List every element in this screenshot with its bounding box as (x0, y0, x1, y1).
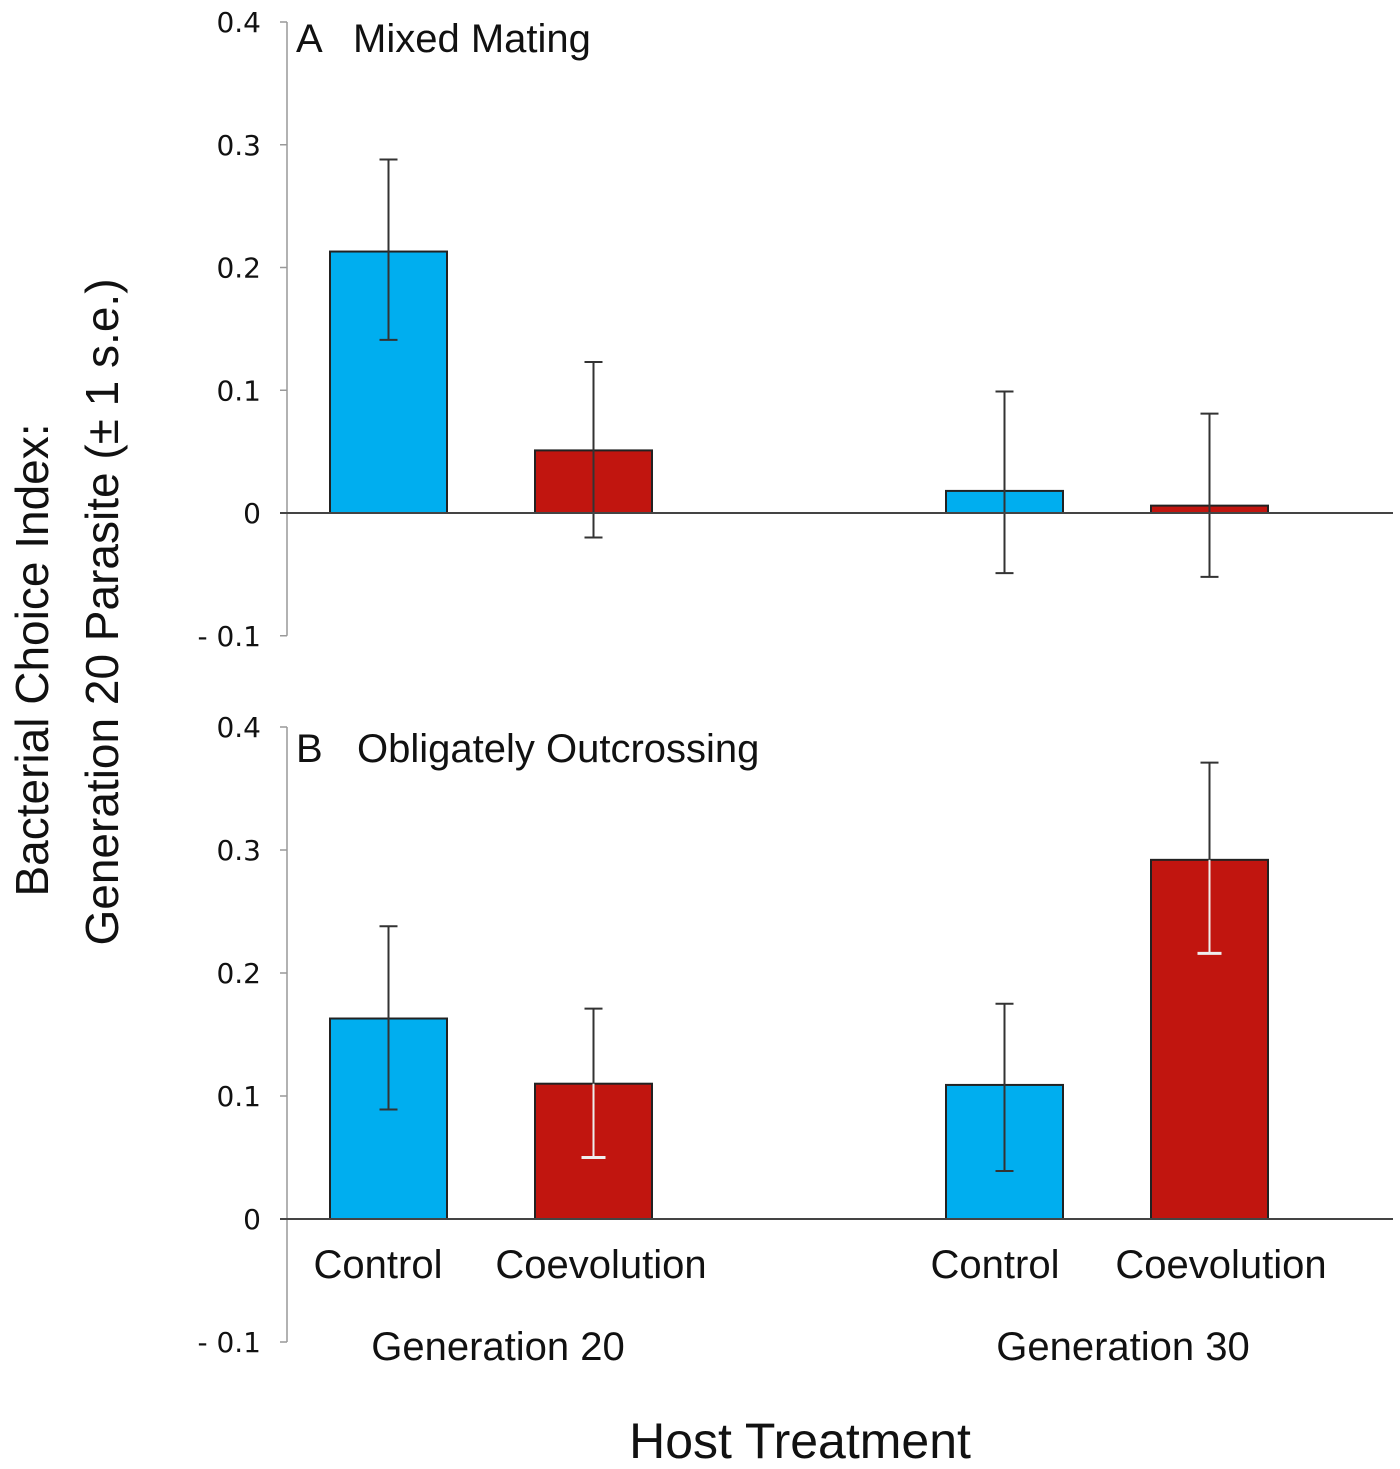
category-label-3: Control (931, 1243, 1060, 1287)
panel-b-letter: B (296, 727, 323, 771)
y-tick-label: 0 (243, 497, 261, 530)
y-tick-label: 0.1 (216, 1080, 261, 1113)
category-label-1: Control (314, 1243, 443, 1287)
y-tick-label: 0.4 (216, 6, 261, 39)
y-axis-label-line1: Bacterial Choice Index: (6, 423, 58, 896)
x-axis-label: Host Treatment (629, 1413, 971, 1469)
y-tick-label: 0 (243, 1203, 261, 1236)
y-tick-label: - 0.1 (197, 1326, 261, 1359)
y-tick-label: 0.3 (216, 129, 261, 162)
y-tick-label: 0.2 (216, 252, 261, 285)
category-label-4: Coevolution (1115, 1243, 1326, 1287)
panel-a-letter: A (296, 17, 323, 61)
panel-b-title: Obligately Outcrossing (357, 727, 759, 771)
group-label-1: Generation 20 (371, 1325, 625, 1369)
y-tick-label: 0.3 (216, 834, 261, 867)
y-tick-label: 0.1 (216, 374, 261, 407)
category-label-2: Coevolution (495, 1243, 706, 1287)
y-tick-label: 0.4 (216, 711, 261, 744)
y-tick-label: - 0.1 (197, 620, 261, 653)
panel-a-title: Mixed Mating (353, 17, 591, 61)
group-label-2: Generation 30 (996, 1325, 1250, 1369)
y-tick-label: 0.2 (216, 957, 261, 990)
y-axis-label-line2: Generation 20 Parasite (± 1 s.e.) (76, 278, 128, 945)
